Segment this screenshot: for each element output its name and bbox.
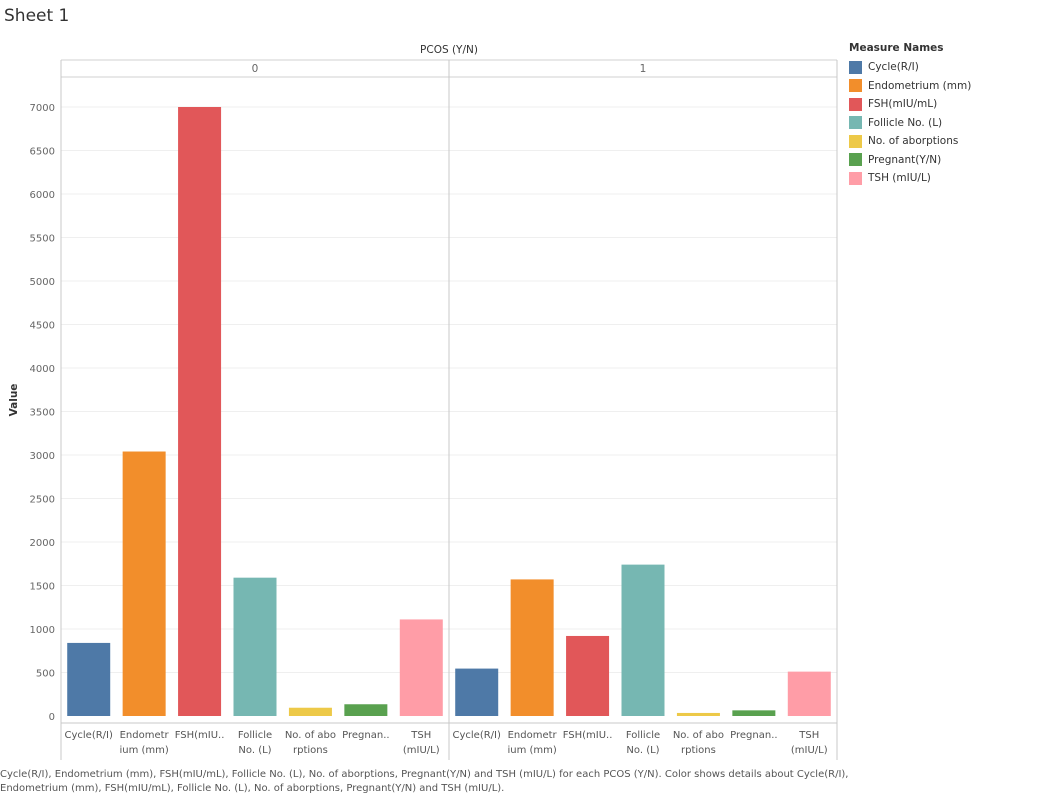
x-tick-label: No. (L)	[626, 745, 659, 756]
x-tick-label: Follicle	[238, 730, 272, 741]
bar	[122, 451, 166, 716]
legend-swatch	[849, 116, 862, 130]
bar	[566, 635, 610, 716]
y-tick-label: 5500	[30, 234, 55, 245]
x-tick-label: Cycle(R/I)	[453, 730, 501, 741]
x-tick-label: rptions	[681, 745, 716, 756]
chart-caption: Cycle(R/I), Endometrium (mm), FSH(mIU/mL…	[0, 769, 849, 794]
bar	[621, 564, 665, 716]
y-tick-label: 6000	[30, 190, 55, 201]
legend-swatch	[849, 171, 862, 185]
x-tick-label: FSH(mIU..	[563, 730, 613, 741]
x-tick-label: Follicle	[626, 730, 660, 741]
y-tick-label: 4000	[30, 364, 55, 375]
panel-header: 0	[252, 63, 259, 75]
y-tick-label: 500	[36, 669, 55, 680]
x-tick-label: Pregnan..	[730, 730, 777, 741]
y-axis-label: Value	[8, 384, 20, 417]
x-tick-label: No. of abo	[673, 730, 724, 741]
x-tick-label: rptions	[293, 745, 328, 756]
legend-label: Follicle No. (L)	[868, 116, 943, 129]
x-tick-label: Endometr	[508, 730, 558, 741]
x-tick-label: ium (mm)	[119, 745, 168, 756]
y-tick-label: 7000	[30, 103, 55, 114]
bar	[178, 107, 222, 716]
y-tick-label: 4500	[30, 321, 55, 332]
x-tick-label: Endometr	[120, 730, 170, 741]
x-tick-label: Pregnan..	[342, 730, 389, 741]
y-tick-label: 1500	[30, 582, 55, 593]
column-header-title: PCOS (Y/N)	[420, 44, 478, 56]
legend-item[interactable]: FSH(mIU/mL)	[849, 95, 1059, 114]
legend-swatch	[849, 153, 862, 167]
bar	[344, 704, 388, 716]
legend: Measure Names Cycle(R/I) Endometrium (mm)…	[849, 42, 1059, 188]
x-tick-label: FSH(mIU..	[175, 730, 225, 741]
legend-item[interactable]: Cycle(R/I)	[849, 58, 1059, 77]
legend-label: Cycle(R/I)	[868, 61, 919, 74]
legend-swatch	[849, 79, 862, 93]
legend-label: Endometrium (mm)	[868, 79, 972, 92]
legend-label: TSH (mIU/L)	[868, 172, 931, 185]
legend-label: Pregnant(Y/N)	[868, 153, 942, 166]
legend-item[interactable]: No. of aborptions	[849, 132, 1059, 151]
x-tick-label: (mIU/L)	[403, 745, 440, 756]
legend-swatch	[849, 97, 862, 111]
y-tick-label: 2500	[30, 495, 55, 506]
y-tick-label: 2000	[30, 538, 55, 549]
legend-label: No. of aborptions	[868, 135, 959, 148]
y-tick-label: 3000	[30, 451, 55, 462]
x-tick-label: TSH	[798, 730, 819, 741]
x-tick-label: TSH	[410, 730, 431, 741]
legend-item[interactable]: Endometrium (mm)	[849, 77, 1059, 96]
bar	[288, 707, 332, 716]
y-tick-label: 0	[49, 712, 55, 723]
legend-label: FSH(mIU/mL)	[868, 98, 938, 111]
bar	[233, 577, 277, 716]
y-tick-label: 6500	[30, 147, 55, 158]
bar	[67, 642, 111, 716]
legend-title: Measure Names	[849, 42, 944, 54]
bar-chart: PCOS (Y/N) 0 500 1000 1500 2000 2500 3000 3500 40…	[8, 44, 838, 760]
bar	[455, 668, 499, 716]
legend-item[interactable]: Pregnant(Y/N)	[849, 151, 1059, 170]
legend-item[interactable]: TSH (mIU/L)	[849, 169, 1059, 188]
legend-items: Cycle(R/I) Endometrium (mm) FSH(mIU/mL) Fol…	[849, 58, 1059, 188]
x-tick-label: No. of abo	[285, 730, 336, 741]
bar	[676, 712, 720, 716]
x-tick-label: No. (L)	[238, 745, 271, 756]
sheet-title: Sheet 1	[4, 6, 70, 26]
y-tick-label: 1000	[30, 625, 55, 636]
legend-item[interactable]: Follicle No. (L)	[849, 114, 1059, 133]
legend-swatch	[849, 134, 862, 148]
panel-header: 1	[640, 63, 647, 75]
x-tick-label: (mIU/L)	[791, 745, 828, 756]
bar	[732, 710, 776, 716]
y-tick-label: 5000	[30, 277, 55, 288]
legend-swatch	[849, 60, 862, 74]
bar	[399, 619, 443, 716]
x-tick-label: ium (mm)	[507, 745, 556, 756]
bar	[787, 671, 831, 716]
bar	[510, 579, 554, 716]
x-tick-label: Cycle(R/I)	[65, 730, 113, 741]
y-tick-label: 3500	[30, 408, 55, 419]
